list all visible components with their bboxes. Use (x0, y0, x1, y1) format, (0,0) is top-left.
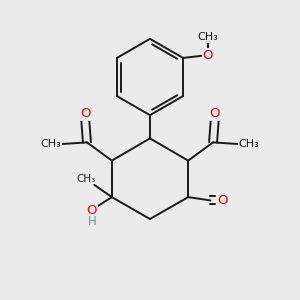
Text: O: O (80, 107, 91, 120)
Text: O: O (209, 107, 220, 120)
Text: O: O (87, 204, 97, 217)
Text: CH₃: CH₃ (198, 32, 218, 42)
Text: CH₃: CH₃ (76, 174, 96, 184)
Text: CH₃: CH₃ (41, 139, 62, 149)
Text: O: O (218, 194, 228, 207)
Text: H: H (88, 214, 96, 227)
Text: CH₃: CH₃ (238, 139, 259, 149)
Text: O: O (203, 49, 213, 62)
